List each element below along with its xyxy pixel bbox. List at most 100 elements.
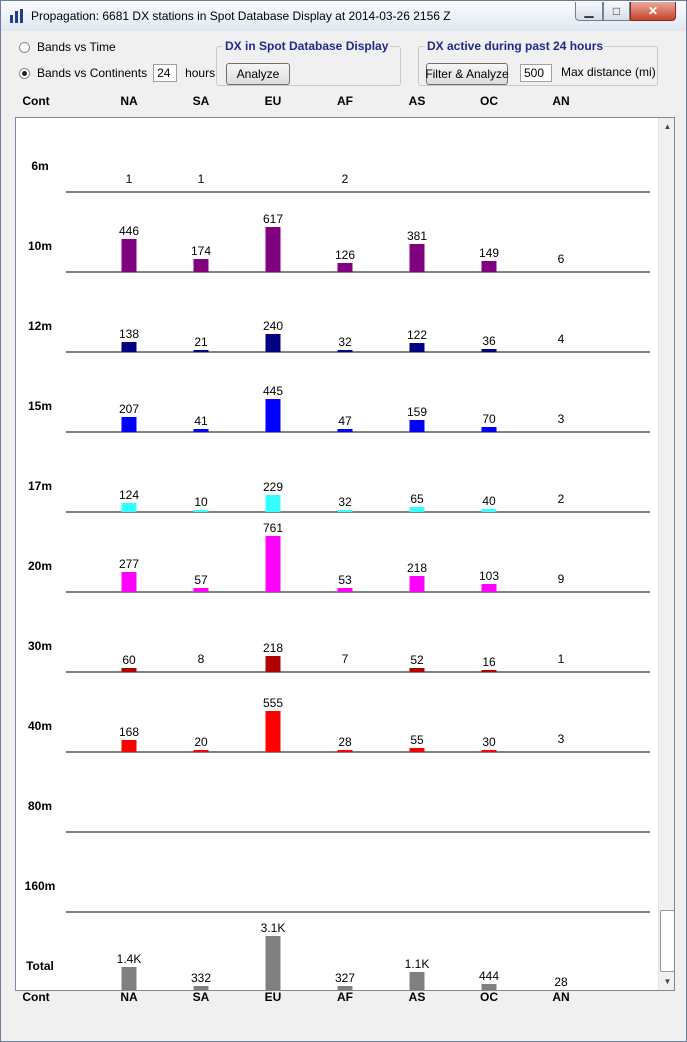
col-header-af: AF <box>337 94 353 108</box>
value-label-10m-sa: 174 <box>191 244 211 258</box>
bar-total-eu <box>265 936 281 990</box>
bands-vs-time-option[interactable]: Bands vs Time <box>19 40 116 54</box>
value-label-40m-eu: 555 <box>263 696 283 710</box>
spot-database-group: DX in Spot Database Display Analyze <box>216 39 401 86</box>
band-label-15m: 15m <box>28 399 52 413</box>
col-footer-oc: OC <box>480 990 498 1004</box>
value-label-total-na: 1.4K <box>117 952 142 966</box>
scrollbar-thumb[interactable] <box>660 910 674 972</box>
bar-15m-eu <box>265 399 281 432</box>
bar-30m-na <box>121 668 137 672</box>
value-label-15m-na: 207 <box>119 402 139 416</box>
value-label-30m-an: 1 <box>558 652 565 666</box>
band-label-160m: 160m <box>25 879 56 893</box>
bar-12m-oc <box>481 349 497 352</box>
bar-12m-sa <box>193 350 209 352</box>
value-label-6m-sa: 1 <box>198 172 205 186</box>
analyze-button[interactable]: Analyze <box>226 63 290 85</box>
value-label-15m-an: 3 <box>558 412 565 426</box>
bar-20m-sa <box>193 588 209 592</box>
band-label-6m: 6m <box>31 159 48 173</box>
value-label-12m-as: 122 <box>407 328 427 342</box>
bar-total-oc <box>481 984 497 990</box>
bands-vs-time-radio[interactable] <box>19 41 30 53</box>
value-label-30m-sa: 8 <box>198 652 205 666</box>
bar-20m-af <box>337 588 353 592</box>
value-label-12m-sa: 21 <box>194 335 208 349</box>
bar-10m-na <box>121 239 137 272</box>
value-label-17m-eu: 229 <box>263 480 283 494</box>
bands-vs-continents-radio[interactable] <box>19 67 30 79</box>
value-label-20m-sa: 57 <box>194 573 208 587</box>
value-label-12m-an: 4 <box>558 332 565 346</box>
value-label-20m-oc: 103 <box>479 569 499 583</box>
scroll-down-arrow-icon[interactable]: ▼ <box>663 977 672 986</box>
bar-12m-as <box>409 343 425 352</box>
bar-10m-as <box>409 244 425 272</box>
value-label-40m-as: 55 <box>410 733 424 747</box>
bar-total-sa <box>193 986 209 990</box>
value-label-6m-af: 2 <box>342 172 349 186</box>
col-header-an: AN <box>552 94 570 108</box>
cont-footer-label: Cont <box>22 990 50 1004</box>
bar-17m-af <box>337 510 353 512</box>
bar-total-na <box>121 967 137 990</box>
close-button[interactable]: ✕ <box>630 2 676 21</box>
col-footer-an: AN <box>552 990 570 1004</box>
bar-20m-eu <box>265 536 281 592</box>
bar-12m-af <box>337 350 353 352</box>
bands-vs-continents-option[interactable]: Bands vs Continents hours <box>19 64 215 82</box>
bar-40m-na <box>121 740 137 752</box>
value-label-6m-na: 1 <box>126 172 133 186</box>
value-label-20m-eu: 761 <box>263 521 283 535</box>
max-distance-input[interactable] <box>520 64 552 82</box>
minimize-button[interactable]: ▁ <box>575 2 603 21</box>
bar-40m-oc <box>481 750 497 752</box>
active-24h-group-title: DX active during past 24 hours <box>425 39 606 53</box>
cont-header-label: Cont <box>22 94 50 108</box>
hours-input[interactable] <box>153 64 178 82</box>
band-label-30m: 30m <box>28 639 52 653</box>
bar-15m-oc <box>481 427 497 432</box>
hours-label: hours <box>185 66 216 80</box>
band-label-total: Total <box>26 959 54 973</box>
bar-17m-oc <box>481 509 497 512</box>
value-label-15m-af: 47 <box>338 414 352 428</box>
band-label-10m: 10m <box>28 239 52 253</box>
value-label-total-sa: 332 <box>191 971 211 985</box>
band-label-12m: 12m <box>28 319 52 333</box>
active-24h-group: DX active during past 24 hours Filter & … <box>418 39 658 86</box>
value-label-17m-as: 65 <box>410 492 424 506</box>
value-label-17m-af: 32 <box>338 495 352 509</box>
filter-analyze-button[interactable]: Filter & Analyze <box>425 63 509 85</box>
value-label-40m-na: 168 <box>119 725 139 739</box>
bar-17m-eu <box>265 495 281 512</box>
value-label-20m-na: 277 <box>119 557 139 571</box>
bands-vs-time-label: Bands vs Time <box>37 40 116 54</box>
col-footer-as: AS <box>408 990 426 1004</box>
col-header-eu: EU <box>264 94 282 108</box>
bar-total-as <box>409 972 425 990</box>
vertical-scrollbar[interactable]: ▲ ▼ <box>658 118 674 990</box>
scroll-up-arrow-icon[interactable]: ▲ <box>663 122 672 131</box>
value-label-30m-af: 7 <box>342 652 349 666</box>
title-bar[interactable]: Propagation: 6681 DX stations in Spot Da… <box>1 1 686 31</box>
value-label-12m-eu: 240 <box>263 319 283 333</box>
bar-40m-eu <box>265 711 281 752</box>
maximize-button[interactable]: □ <box>603 2 630 21</box>
col-footer-sa: SA <box>192 990 210 1004</box>
value-label-total-af: 327 <box>335 971 355 985</box>
value-label-40m-an: 3 <box>558 732 565 746</box>
col-footer-eu: EU <box>264 990 282 1004</box>
value-label-total-as: 1.1K <box>405 957 430 971</box>
value-label-20m-af: 53 <box>338 573 352 587</box>
value-label-17m-an: 2 <box>558 492 565 506</box>
value-label-30m-na: 60 <box>122 653 136 667</box>
bar-30m-eu <box>265 656 281 672</box>
value-label-12m-oc: 36 <box>482 334 496 348</box>
value-label-15m-eu: 445 <box>263 384 283 398</box>
col-header-na: NA <box>120 94 138 108</box>
value-label-17m-oc: 40 <box>482 494 496 508</box>
value-label-10m-as: 381 <box>407 229 427 243</box>
